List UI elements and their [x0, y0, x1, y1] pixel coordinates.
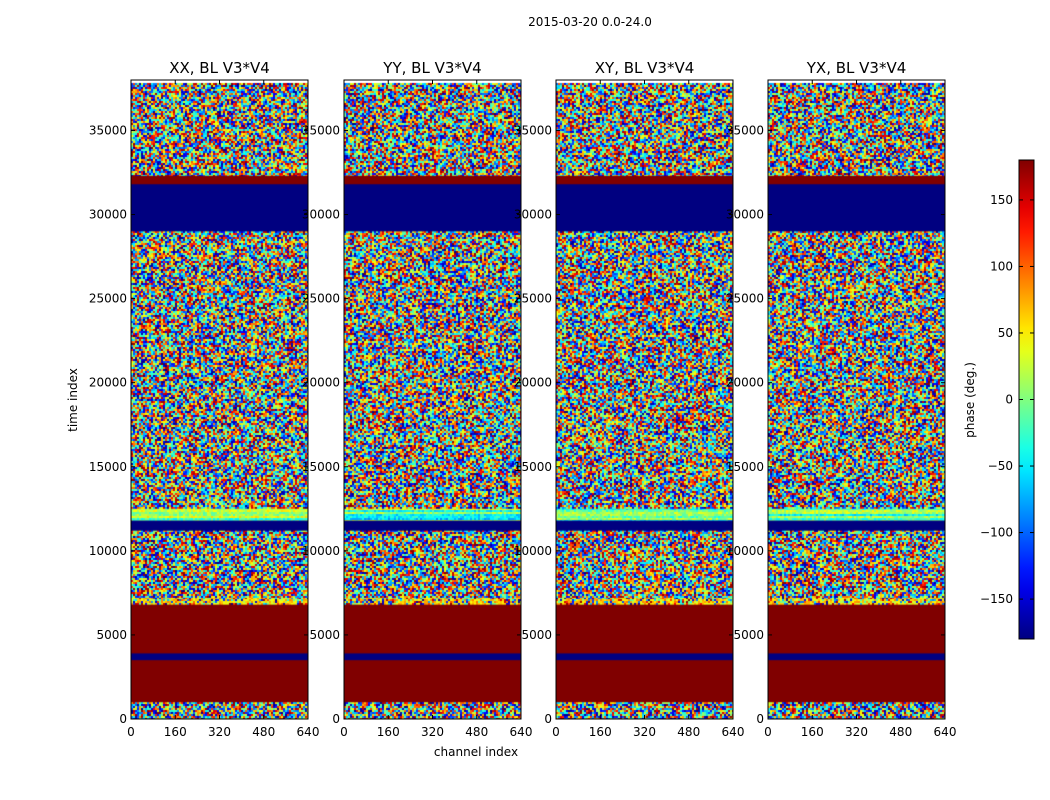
y-tick-label: 25000 [89, 292, 127, 306]
colorbar-tick-label: 100 [990, 259, 1013, 273]
x-tick-label: 640 [297, 725, 320, 739]
x-tick-label: 480 [465, 725, 488, 739]
x-tick-label: 160 [589, 725, 612, 739]
y-tick-label: 20000 [89, 376, 127, 390]
y-tick-label: 10000 [89, 544, 127, 558]
x-tick-label: 160 [377, 725, 400, 739]
panel-2: XY, BL V3*V4 0 160 320 480 640 0 5000 10000 15000… [514, 59, 745, 739]
y-axis-label: time index [66, 368, 80, 432]
y-tick-label: 25000 [726, 292, 764, 306]
colorbar-tick-label: 0 [1005, 393, 1013, 407]
y-tick-label: 5000 [521, 628, 552, 642]
colorbar-label: phase (deg.) [963, 362, 977, 438]
x-tick-label: 480 [252, 725, 275, 739]
x-axis-label: channel index [434, 745, 518, 759]
colorbar-tick-label: 50 [998, 326, 1013, 340]
y-tick-label: 5000 [309, 628, 340, 642]
panel-0: XX, BL V3*V4 0 160 320 480 640 0 5000 10000 15000… [89, 59, 320, 739]
x-tick-label: 640 [722, 725, 745, 739]
x-tick-label: 0 [764, 725, 772, 739]
panel-1: YY, BL V3*V4 0 160 320 480 640 0 5000 10000 15000… [302, 59, 533, 739]
y-tick-label: 30000 [302, 208, 340, 222]
figure-suptitle: 2015-03-20 0.0-24.0 [528, 15, 652, 29]
y-tick-label: 20000 [726, 376, 764, 390]
x-tick-label: 0 [340, 725, 348, 739]
y-tick-label: 5000 [733, 628, 764, 642]
y-tick-label: 5000 [96, 628, 127, 642]
y-tick-label: 25000 [514, 292, 552, 306]
y-tick-label: 15000 [514, 460, 552, 474]
panel-heatmap [556, 80, 733, 719]
y-tick-label: 10000 [726, 544, 764, 558]
y-tick-label: 15000 [89, 460, 127, 474]
x-tick-label: 480 [677, 725, 700, 739]
y-tick-label: 35000 [302, 123, 340, 137]
x-tick-label: 640 [510, 725, 533, 739]
y-tick-label: 0 [119, 712, 127, 726]
y-tick-label: 15000 [302, 460, 340, 474]
y-tick-label: 0 [756, 712, 764, 726]
panel-title: XX, BL V3*V4 [169, 59, 270, 77]
panel-3: YX, BL V3*V4 0 160 320 480 640 0 5000 10000 15000… [726, 59, 957, 739]
panel-heatmap [131, 80, 308, 719]
x-tick-label: 640 [934, 725, 957, 739]
y-tick-label: 20000 [514, 376, 552, 390]
y-tick-label: 20000 [302, 376, 340, 390]
x-tick-label: 320 [845, 725, 868, 739]
y-tick-label: 35000 [89, 123, 127, 137]
y-tick-label: 0 [332, 712, 340, 726]
panel-heatmap [768, 80, 945, 719]
y-tick-label: 35000 [514, 123, 552, 137]
y-tick-label: 30000 [89, 208, 127, 222]
x-tick-label: 480 [889, 725, 912, 739]
y-tick-label: 25000 [302, 292, 340, 306]
colorbar: −150 −100 −50 0 50 100 150 phase (deg.) [963, 159, 1035, 640]
y-tick-label: 30000 [726, 208, 764, 222]
x-tick-label: 0 [552, 725, 560, 739]
panel-title: XY, BL V3*V4 [595, 59, 695, 77]
panel-heatmap [344, 80, 521, 719]
y-tick-label: 10000 [302, 544, 340, 558]
x-tick-label: 320 [633, 725, 656, 739]
y-tick-label: 15000 [726, 460, 764, 474]
x-tick-label: 160 [164, 725, 187, 739]
x-tick-label: 320 [208, 725, 231, 739]
y-tick-label: 35000 [726, 123, 764, 137]
colorbar-tick-label: 150 [990, 193, 1013, 207]
panels-group: XX, BL V3*V4 0 160 320 480 640 0 5000 10000 15000… [89, 59, 957, 739]
colorbar-tick-label: −100 [980, 526, 1013, 540]
panel-title: YY, BL V3*V4 [382, 59, 481, 77]
x-tick-label: 160 [801, 725, 824, 739]
x-tick-label: 0 [127, 725, 135, 739]
colorbar-tick-label: −150 [980, 592, 1013, 606]
panel-title: YX, BL V3*V4 [806, 59, 907, 77]
y-tick-label: 0 [544, 712, 552, 726]
colorbar-tick-label: −50 [988, 459, 1013, 473]
x-tick-label: 320 [421, 725, 444, 739]
y-tick-label: 10000 [514, 544, 552, 558]
y-tick-label: 30000 [514, 208, 552, 222]
